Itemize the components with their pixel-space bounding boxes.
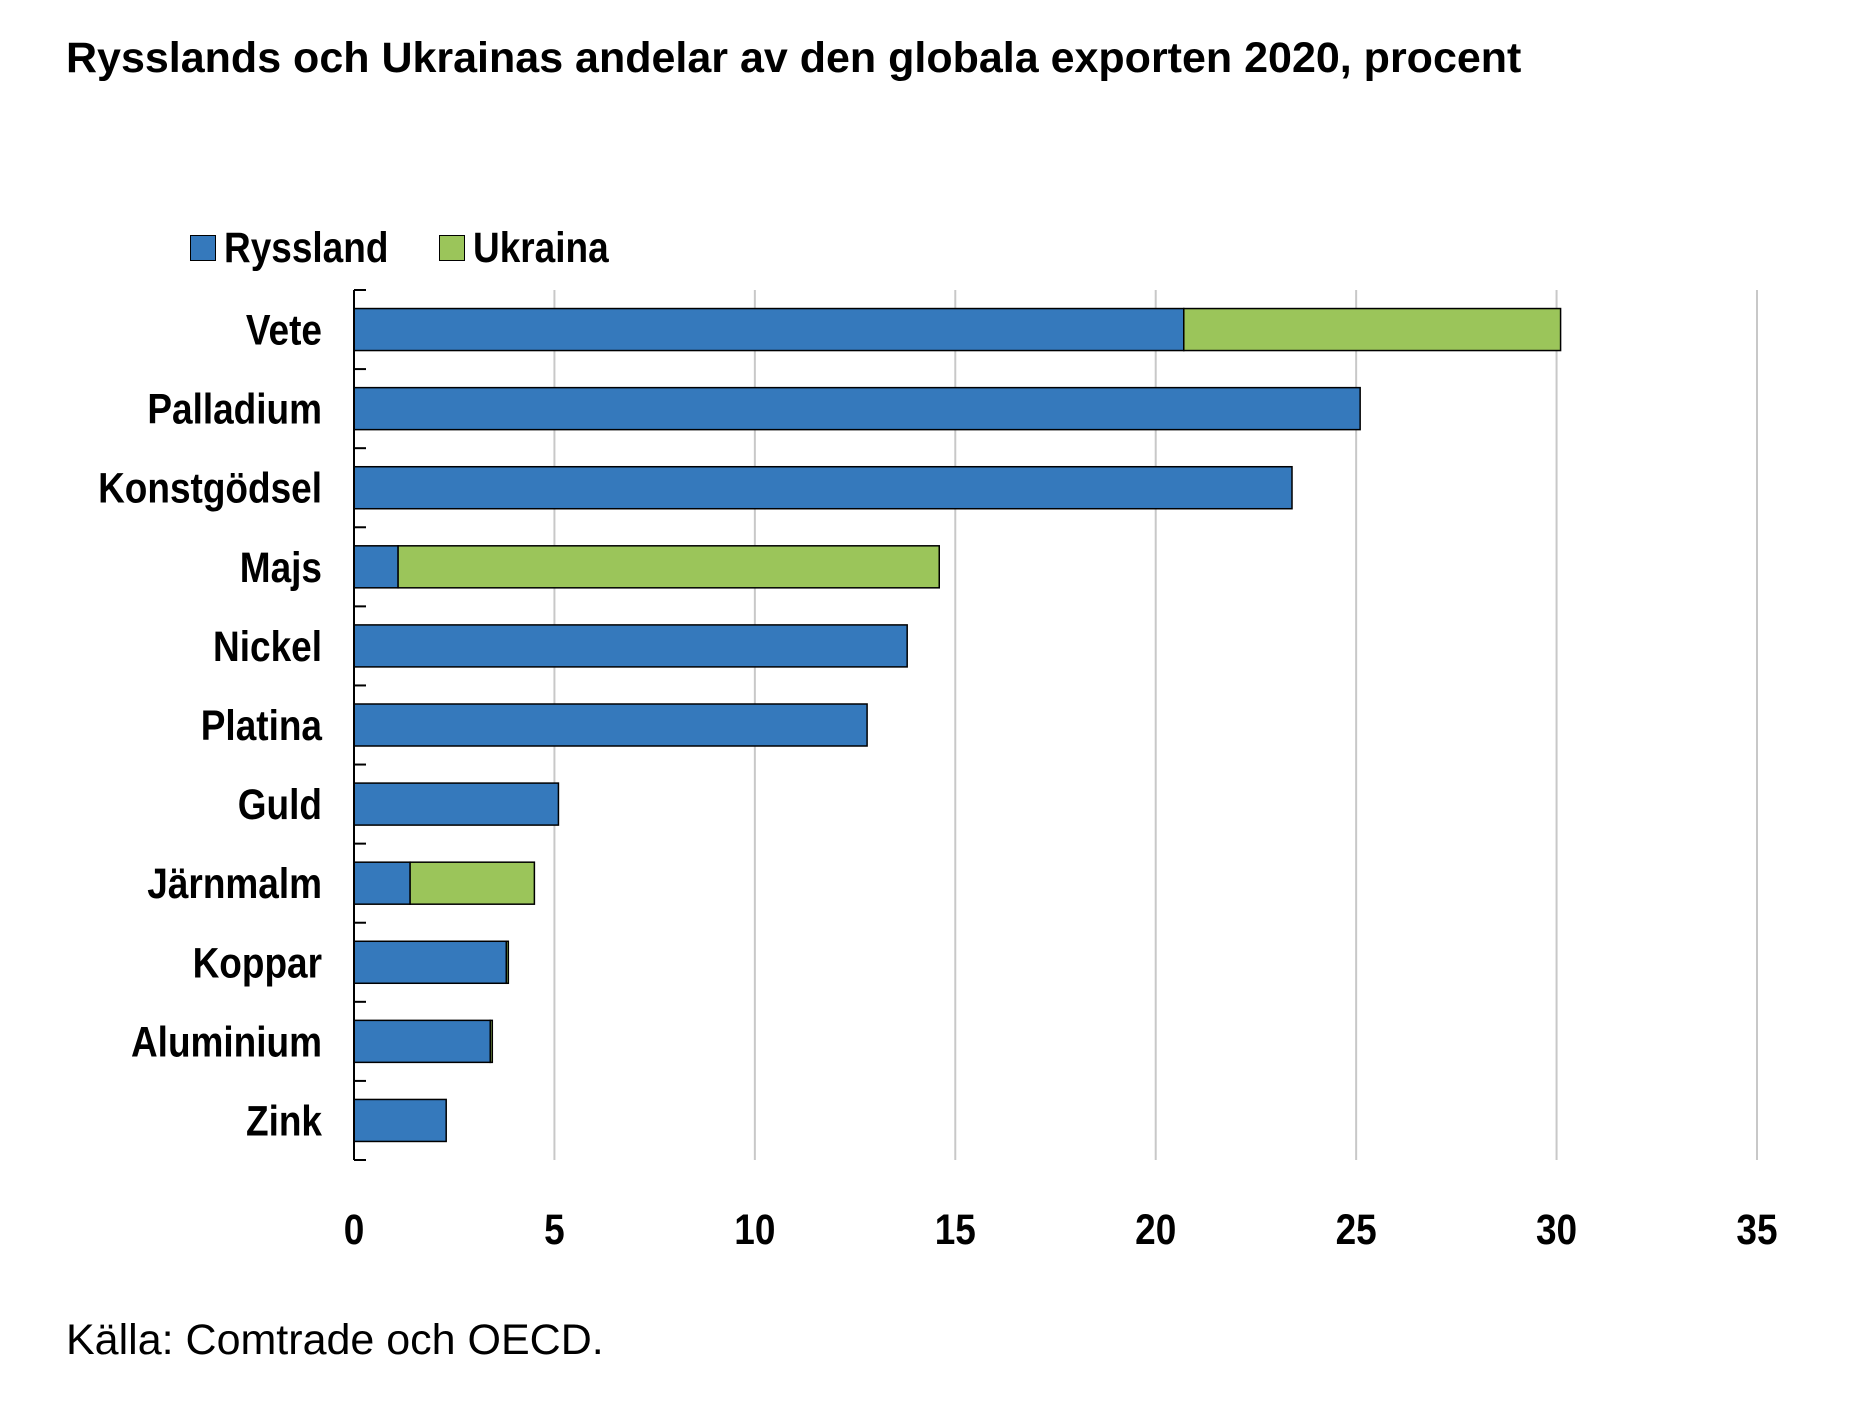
bar-vete-ryssland [353, 307, 1185, 352]
bar-aluminium-ukraina [489, 1019, 494, 1064]
bar-palladium-ryssland [353, 386, 1361, 431]
x-tick-label-35: 35 [1736, 1206, 1777, 1253]
legend-swatch-ryssland [190, 235, 216, 261]
legend-item-ukraina: Ukraina [439, 224, 631, 273]
category-label-nickel: Nickel [213, 623, 322, 670]
bar-majs-ukraina [397, 545, 941, 589]
legend-label-ukraina: Ukraina [473, 223, 609, 272]
category-label-koppar: Koppar [193, 940, 322, 987]
bar-konstgödsel-ryssland [353, 465, 1293, 510]
category-label-majs: Majs [240, 544, 322, 591]
bar-vete-ukraina [1183, 307, 1562, 352]
category-label-vete: Vete [246, 307, 322, 354]
bar-järnmalm-ukraina [409, 861, 536, 905]
legend-swatch-ukraina [439, 235, 466, 261]
category-label-konstgödsel: Konstgödsel [98, 465, 322, 512]
bar-majs-ryssland [353, 545, 399, 589]
bar-chart: Vete Palladium Konstgödsel Majs Nickel Platin… [98, 289, 1778, 1254]
x-tick-label-10: 10 [734, 1206, 775, 1253]
bar-platina-ryssland [353, 703, 868, 747]
bar-nickel-ryssland [353, 624, 908, 668]
legend: Ryssland Ukraina [190, 218, 655, 278]
category-label-zink: Zink [246, 1098, 323, 1145]
bar-koppar-ukraina [505, 940, 510, 985]
legend-item-ryssland: Ryssland [190, 224, 415, 273]
bar-zink-ryssland [353, 1098, 447, 1143]
bar-koppar-ryssland [353, 940, 508, 985]
x-tick-label-0: 0 [344, 1206, 365, 1253]
category-label-palladium: Palladium [147, 386, 322, 433]
bar-aluminium-ryssland [353, 1019, 492, 1064]
category-label-järnmalm: Järnmalm [147, 861, 322, 908]
bar-järnmalm-ryssland [353, 861, 411, 905]
x-tick-label-20: 20 [1135, 1206, 1176, 1253]
x-tick-label-25: 25 [1336, 1206, 1377, 1253]
x-tick-label-15: 15 [935, 1206, 976, 1253]
category-label-platina: Platina [201, 702, 323, 749]
bar-guld-ryssland [353, 782, 560, 826]
x-tick-label-5: 5 [544, 1206, 565, 1253]
chart-title: Rysslands och Ukrainas andelar av den gl… [66, 34, 1522, 82]
category-label-aluminium: Aluminium [131, 1019, 322, 1066]
legend-label-ryssland: Ryssland [224, 223, 389, 272]
x-tick-label-30: 30 [1536, 1206, 1577, 1253]
category-label-guld: Guld [238, 782, 322, 829]
source-note: Källa: Comtrade och OECD. [66, 1316, 604, 1364]
